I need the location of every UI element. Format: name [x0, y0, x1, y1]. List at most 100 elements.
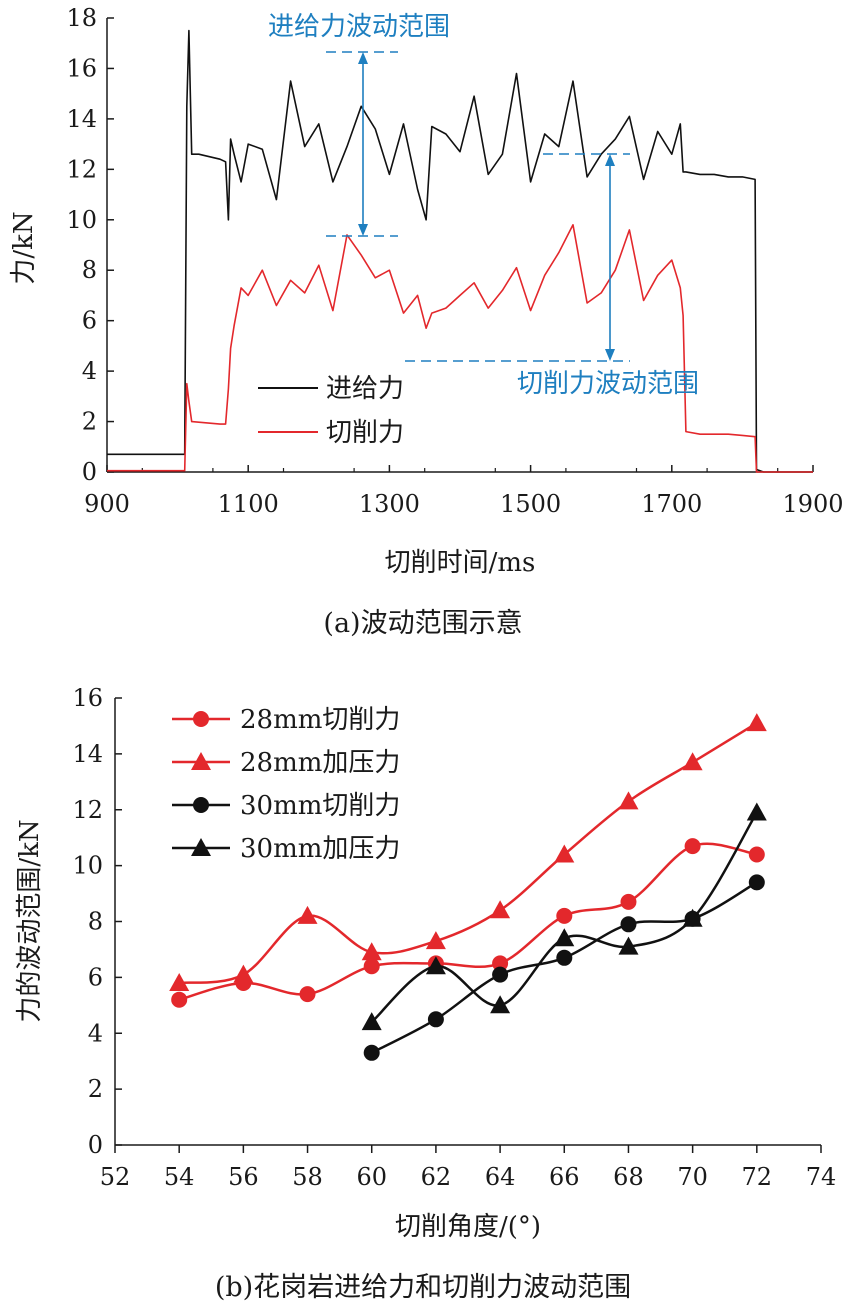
chart-b-x-tick-label: 72 [742, 1163, 773, 1191]
data-point-28mm-pressure [490, 900, 511, 919]
data-point-28mm-pressure [554, 844, 575, 863]
cutting-range-arrowhead-top [605, 154, 615, 166]
series-line-28mm-cutting [178, 842, 758, 1001]
data-point-28mm-pressure [425, 931, 446, 950]
chart-a-x-tick-label: 1500 [500, 490, 561, 518]
chart-b-legend: 28mm切削力 28mm加压力 30mm切削力 30mm加压力 [172, 705, 400, 864]
chart-a-legend: 进给力 切削力 [258, 374, 404, 448]
legend-label-cutting-force: 切削力 [326, 418, 404, 448]
data-point-28mm-pressure [361, 942, 382, 961]
feed-range-arrowhead-top [358, 52, 368, 64]
chart-a-y-tick-label: 8 [82, 256, 97, 284]
data-point-28mm-cutting [684, 838, 701, 855]
feed-force-range-annotation: 进给力波动范围 [268, 12, 450, 42]
chart-a-caption: (a)波动范围示意 [323, 608, 522, 639]
data-point-28mm-pressure [169, 973, 190, 991]
legend-label-28mm-cutting: 28mm切削力 [240, 705, 400, 735]
data-point-28mm-cutting [299, 986, 316, 1003]
data-point-28mm-cutting [492, 955, 509, 972]
data-point-28mm-cutting [748, 846, 765, 863]
chart-b-y-axis-label: 力的波动范围/kN [15, 819, 45, 1022]
legend-marker-28mm-pressure [191, 752, 211, 770]
data-point-30mm-cutting [556, 949, 573, 966]
chart-b-x-tick-label: 74 [806, 1163, 837, 1191]
cutting-range-arrowhead-bottom [605, 349, 615, 361]
data-point-28mm-cutting [171, 991, 188, 1008]
chart-a-y-tick-label: 14 [66, 105, 97, 133]
chart-a-axes: 0 2 4 6 8 10 12 14 16 18 900 1100 1300 1500 1700 1900 [66, 4, 843, 518]
chart-b-x-tick-label: 66 [549, 1163, 580, 1191]
chart-b-y-tick-label: 4 [88, 1019, 103, 1047]
legend-label-28mm-pressure: 28mm加压力 [240, 748, 400, 778]
chart-a-annotations: 进给力波动范围 切削力波动范围 [268, 12, 699, 399]
data-point-28mm-cutting [620, 893, 637, 910]
chart-b-x-tick-label: 52 [100, 1163, 131, 1191]
chart-b-y-tick-label: 14 [72, 740, 103, 768]
chart-a-y-tick-label: 0 [82, 458, 97, 486]
data-point-30mm-pressure [425, 956, 446, 975]
chart-b-x-tick-label: 68 [613, 1163, 644, 1191]
chart-a-x-axis-label: 切削时间/ms [385, 548, 536, 578]
chart-b-y-tick-label: 0 [88, 1131, 103, 1159]
data-point-28mm-pressure [618, 791, 639, 810]
chart-a-x-tick-label: 900 [84, 490, 130, 518]
chart-b-x-tick-label: 60 [356, 1163, 387, 1191]
chart-a-y-tick-label: 18 [66, 4, 97, 32]
chart-a-x-tick-label: 1100 [218, 490, 279, 518]
chart-a-y-axis-label: 力/kN [9, 211, 39, 284]
chart-a-x-tick-label: 1900 [782, 490, 843, 518]
data-point-28mm-pressure [682, 752, 703, 771]
data-point-30mm-cutting [363, 1044, 380, 1061]
chart-a: 0 2 4 6 8 10 12 14 16 18 900 1100 1300 1500 1700 1900 进… [9, 4, 844, 639]
chart-a-y-tick-label: 12 [66, 155, 97, 183]
series-line-28mm-pressure [179, 722, 758, 985]
data-point-30mm-pressure [554, 928, 575, 947]
chart-a-x-tick-label: 1300 [359, 490, 420, 518]
chart-b-x-tick-label: 54 [164, 1163, 195, 1191]
chart-a-y-tick-label: 4 [82, 357, 97, 385]
chart-b-x-tick-label: 64 [485, 1163, 516, 1191]
data-point-28mm-pressure [297, 905, 318, 924]
feed-force-series-line [107, 29, 813, 473]
data-point-30mm-pressure [361, 1012, 382, 1031]
chart-b-x-tick-label: 58 [292, 1163, 323, 1191]
legend-marker-28mm-cutting [193, 711, 209, 727]
chart-b-y-tick-label: 8 [88, 908, 103, 936]
chart-b-x-tick-label: 70 [677, 1163, 708, 1191]
feed-range-arrowhead-bottom [358, 224, 368, 236]
data-point-28mm-cutting [556, 907, 573, 924]
chart-a-y-tick-label: 6 [82, 307, 97, 335]
legend-label-feed-force: 进给力 [326, 374, 404, 404]
chart-b-caption: (b)花岗岩进给力和切削力波动范围 [215, 1272, 631, 1303]
chart-b-y-tick-label: 10 [72, 852, 103, 880]
data-point-28mm-pressure [746, 713, 767, 732]
data-point-30mm-cutting [427, 1011, 444, 1028]
chart-a-y-tick-label: 2 [82, 408, 97, 436]
chart-a-plot-area [107, 29, 813, 473]
data-point-30mm-pressure [490, 995, 511, 1014]
data-point-30mm-pressure [618, 936, 639, 955]
legend-marker-30mm-cutting [193, 797, 209, 813]
legend-label-30mm-pressure: 30mm加压力 [240, 834, 400, 864]
chart-a-y-tick-label: 10 [66, 206, 97, 234]
chart-b-y-tick-label: 2 [88, 1075, 103, 1103]
data-point-30mm-cutting [492, 966, 509, 983]
data-point-30mm-cutting [620, 916, 637, 933]
cutting-force-series-line [107, 224, 813, 473]
chart-a-x-tick-label: 1700 [641, 490, 702, 518]
cutting-force-range-annotation: 切削力波动范围 [517, 369, 699, 399]
data-point-30mm-cutting [748, 874, 765, 891]
data-point-30mm-pressure [746, 802, 767, 821]
chart-b-y-tick-label: 12 [72, 796, 103, 824]
data-point-28mm-pressure [233, 964, 254, 983]
chart-b-x-tick-label: 62 [421, 1163, 452, 1191]
chart-b-plot-area [169, 713, 767, 1061]
legend-label-30mm-cutting: 30mm切削力 [240, 791, 400, 821]
chart-b-x-axis-label: 切削角度/(°) [395, 1212, 541, 1242]
chart-b-y-tick-label: 6 [88, 963, 103, 991]
legend-marker-30mm-pressure [191, 838, 211, 856]
data-point-30mm-pressure [682, 908, 703, 927]
